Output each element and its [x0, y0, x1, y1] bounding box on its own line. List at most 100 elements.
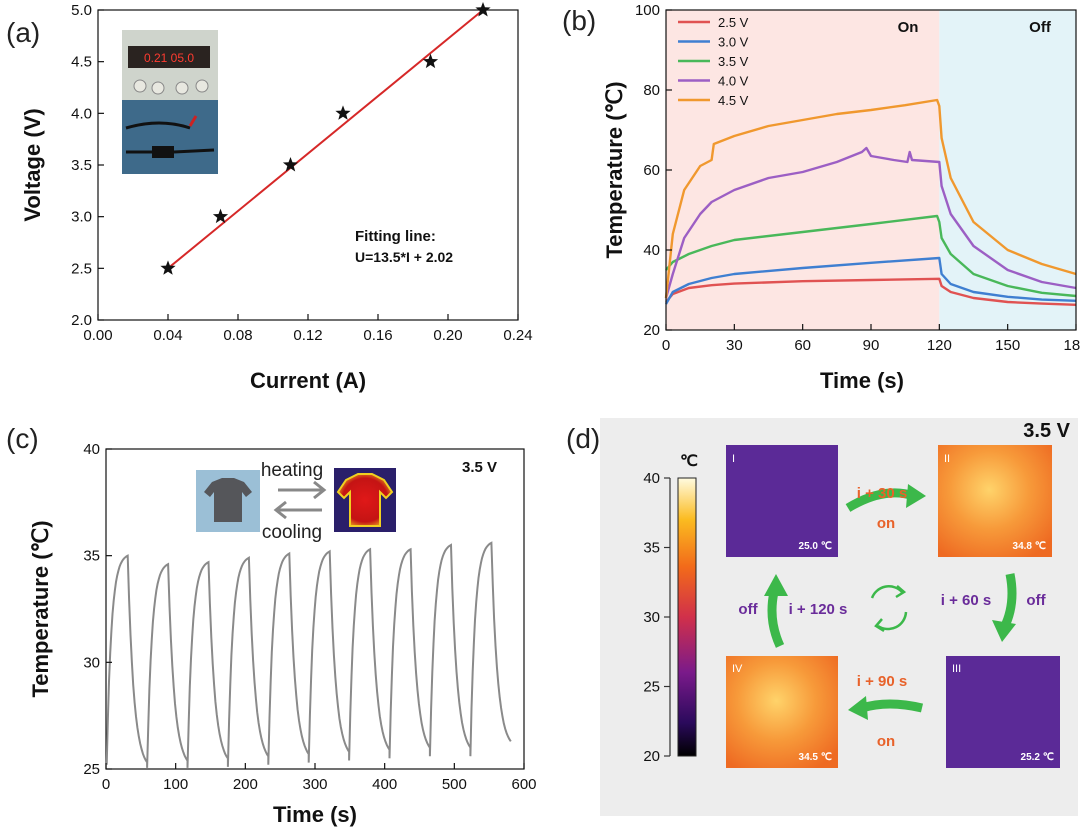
panel-label-b: (b): [562, 5, 596, 36]
x-tick-label-c: 400: [372, 776, 397, 793]
voltage-annotation-c: 3.5 V: [462, 459, 497, 476]
x-tick-label-a: 0.12: [293, 327, 322, 344]
legend-label: 3.5 V: [718, 54, 749, 69]
data-points-a: [160, 2, 491, 275]
y-tick-label-a: 2.5: [71, 260, 92, 277]
colorbar-tick-label: 20: [643, 748, 660, 765]
cycle-icon: [870, 585, 908, 633]
series-line-3.0v: [664, 256, 1077, 305]
step-state-4: off: [738, 601, 758, 618]
arrow-step-4-icon: [767, 591, 785, 648]
y-tick-label-a: 2.0: [71, 312, 92, 329]
voltage-label-d: 3.5 V: [1023, 420, 1070, 442]
fit-annotation-2: U=13.5*I + 2.02: [355, 249, 453, 265]
arrow-right-icon: [278, 480, 327, 500]
x-axis-title-b: Time (s): [820, 368, 904, 393]
legend-b: 2.5 V 3.0 V 3.5 V 4.0 V 4.5 V: [678, 15, 749, 108]
data-point-4: [335, 105, 351, 120]
colorbar-tick-label: 30: [643, 609, 660, 626]
x-tick-label-a: 0.00: [83, 327, 112, 344]
step-time-3: i + 90 s: [857, 673, 907, 690]
panel-b: (b) 0 30 60 90 120 150 180 20 40 60 80 100 On Off 2…: [562, 2, 1080, 393]
colorbar: [677, 477, 697, 757]
y-tick-label-a: 3.0: [71, 209, 92, 226]
y-tick-label-c: 40: [83, 441, 100, 458]
arrow-head-1-icon: [906, 484, 926, 508]
arrow-left-icon: [273, 500, 322, 520]
x-tick-label-b: 120: [927, 337, 952, 354]
panel-c: (c) 0 100 200 300 400 500 600 25 30 35 40 3.5 V he…: [6, 423, 537, 827]
x-tick-label-c: 100: [163, 776, 188, 793]
roman-label-2: II: [944, 453, 950, 465]
x-tick-label-b: 150: [995, 337, 1020, 354]
data-point-3: [282, 157, 299, 172]
legend-label: 3.0 V: [718, 35, 749, 50]
y-tick-label-c: 30: [83, 654, 100, 671]
axis-ticks-b: 0 30 60 90 120 150 180 20 40 60 80 100: [635, 2, 1080, 354]
step-time-1: i + 30 s: [857, 485, 907, 502]
x-axis-title-a: Current (A): [250, 368, 366, 393]
y-tick-label-c: 25: [83, 761, 100, 778]
thermal-image-3: III 25.2 ℃: [946, 656, 1060, 768]
temp-label-1: 25.0 ℃: [799, 541, 832, 552]
data-point-5: [422, 53, 439, 69]
temp-label-2: 34.8 ℃: [1013, 541, 1046, 552]
y-tick-label-b: 20: [643, 322, 660, 339]
panel-label-a: (a): [6, 17, 40, 48]
y-tick-label-c: 35: [83, 548, 100, 565]
x-tick-label-c: 200: [233, 776, 258, 793]
region-off: [939, 10, 1076, 330]
series-line-4.0v: [664, 146, 1077, 299]
series-lines-b: [664, 98, 1077, 306]
x-tick-label-c: 600: [511, 776, 536, 793]
power-supply-photo: 0.21 05.0: [122, 30, 218, 174]
heating-label: heating: [261, 460, 323, 481]
colorbar-unit: ℃: [680, 453, 698, 470]
step-time-4: i + 120 s: [789, 601, 848, 618]
region-on: [666, 10, 940, 330]
data-point-2: [212, 208, 229, 224]
x-tick-label-a: 0.24: [503, 327, 532, 344]
y-tick-label-b: 40: [643, 242, 660, 259]
step-state-1: on: [877, 515, 895, 532]
x-tick-label-b: 30: [726, 337, 743, 354]
y-tick-label-b: 80: [643, 82, 660, 99]
x-tick-label-c: 300: [302, 776, 327, 793]
thermal-shirt-shape: [336, 473, 394, 527]
thermal-image-2: II 34.8 ℃: [938, 445, 1052, 557]
axis-ticks-a: 0.00 0.04 0.08 0.12 0.16 0.20 0.24 2.0 2.5 3.0 3.5…: [71, 2, 532, 344]
y-axis-title-a: Voltage (V): [20, 108, 45, 221]
arrow-step-3-icon: [860, 699, 924, 713]
x-tick-label-a: 0.08: [223, 327, 252, 344]
region-label-off: Off: [1029, 19, 1052, 36]
step-state-3: on: [877, 733, 895, 750]
colorbar-tick-label: 40: [643, 470, 660, 487]
series-line-4.5v: [664, 98, 1077, 299]
x-tick-label-b: 0: [662, 337, 670, 354]
shirt-inset: heating cooling: [196, 460, 396, 543]
x-axis-title-c: Time (s): [273, 802, 357, 827]
temp-label-3: 25.2 ℃: [1021, 752, 1054, 763]
thermal-image-1: I 25.0 ℃: [726, 445, 838, 557]
thermal-image-4: IV 34.5 ℃: [726, 656, 838, 768]
cycle-series-line: [105, 541, 512, 768]
arrow-head-2-icon: [992, 620, 1016, 642]
data-point-1: [160, 260, 176, 275]
y-tick-label-a: 5.0: [71, 2, 92, 19]
colorbar-tick-label: 25: [643, 679, 660, 696]
shirt-shape: [204, 478, 252, 522]
x-tick-label-b: 60: [794, 337, 811, 354]
roman-label-3: III: [952, 663, 961, 675]
legend-label: 2.5 V: [718, 15, 749, 30]
y-tick-label-b: 60: [643, 162, 660, 179]
y-tick-label-a: 4.0: [71, 105, 92, 122]
cooling-label: cooling: [262, 522, 322, 543]
legend-label: 4.0 V: [718, 74, 749, 89]
power-supply-display: 0.21 05.0: [144, 51, 194, 65]
x-tick-label-a: 0.16: [363, 327, 392, 344]
legend-label: 4.5 V: [718, 93, 749, 108]
x-tick-label-c: 500: [442, 776, 467, 793]
fit-line: [167, 9, 484, 270]
panel-label-c: (c): [6, 423, 39, 454]
